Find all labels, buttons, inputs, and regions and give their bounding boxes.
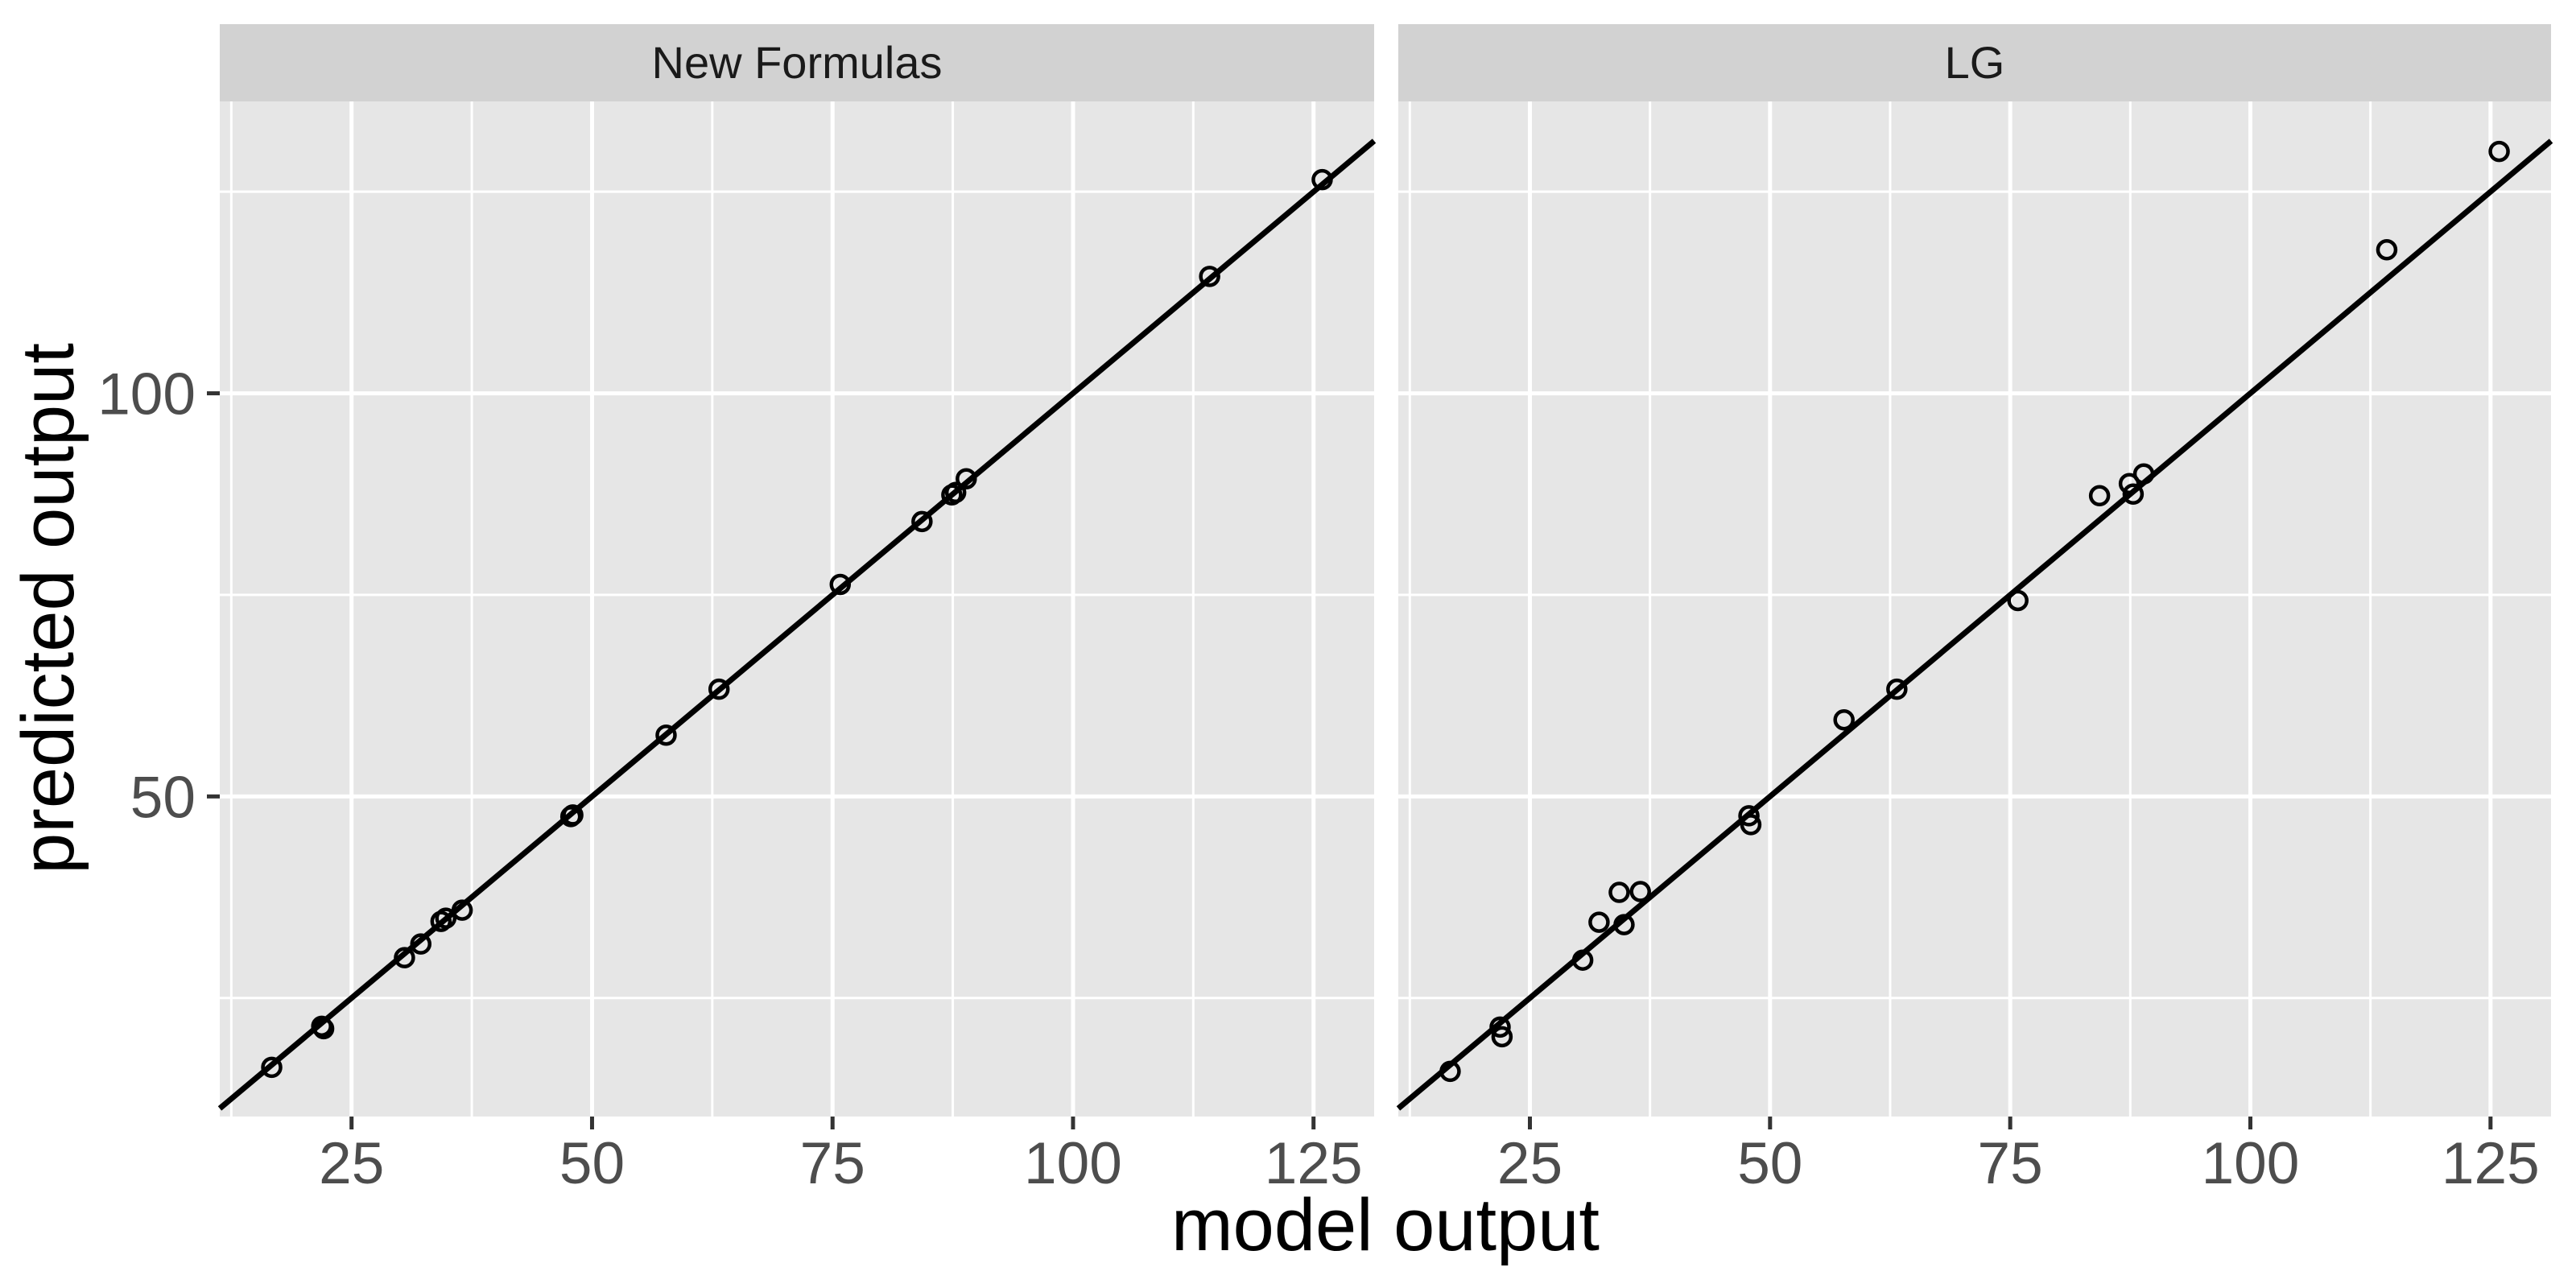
- data-point: [2376, 239, 2398, 261]
- data-point: [1629, 881, 1651, 902]
- data-point: [1311, 168, 1333, 191]
- y-axis-tick-label: 100: [97, 362, 196, 427]
- data-point: [944, 481, 967, 504]
- identity-line: [1396, 138, 2553, 1111]
- x-axis-tick-label: 50: [559, 1131, 625, 1196]
- x-axis-tick-label: 100: [2202, 1131, 2300, 1196]
- data-point: [1740, 814, 1762, 836]
- x-axis-tick-label: 25: [1497, 1131, 1563, 1196]
- x-axis-tick-label: 25: [319, 1131, 384, 1196]
- y-axis-tick-label: 50: [130, 765, 196, 830]
- data-point: [394, 947, 415, 968]
- data-point: [2132, 463, 2155, 485]
- data-point: [1199, 266, 1220, 287]
- data-point: [1833, 708, 1855, 731]
- data-point: [261, 1056, 283, 1079]
- facet-strip-lg: LG: [1398, 24, 2551, 101]
- data-point: [1571, 949, 1594, 971]
- data-point: [562, 804, 584, 826]
- data-point: [435, 907, 457, 929]
- data-point: [1588, 911, 1610, 933]
- x-axis-tick-label: 100: [1024, 1131, 1122, 1196]
- y-axis-title: predicted output: [7, 343, 89, 874]
- data-point: [451, 899, 473, 921]
- data-point: [2088, 485, 2111, 507]
- data-point: [1738, 805, 1760, 827]
- data-point: [655, 724, 677, 746]
- data-point: [956, 468, 977, 489]
- data-point: [1489, 1016, 1511, 1038]
- data-point: [829, 573, 852, 596]
- x-axis-tick-label: 50: [1737, 1131, 1802, 1196]
- data-point: [911, 510, 933, 533]
- data-point: [1886, 678, 1908, 700]
- x-axis-tick-label: 125: [2442, 1131, 2540, 1196]
- x-axis-tick-label: 125: [1265, 1131, 1363, 1196]
- data-point: [1608, 881, 1630, 903]
- data-point: [1613, 914, 1635, 935]
- data-point: [410, 933, 432, 955]
- facet-strip-label: New Formulas: [651, 37, 943, 88]
- data-point: [2007, 589, 2029, 612]
- data-point: [2118, 473, 2140, 495]
- x-axis-tick-label: 75: [800, 1131, 865, 1196]
- facet-strip-new-formulas: New Formulas: [220, 24, 1374, 101]
- data-point: [2122, 483, 2145, 506]
- data-point: [2488, 140, 2510, 163]
- data-point: [1491, 1026, 1513, 1048]
- x-axis-title: model output: [1171, 1184, 1600, 1266]
- data-point: [312, 1018, 335, 1040]
- data-point: [708, 678, 730, 700]
- data-point: [1439, 1060, 1461, 1083]
- facet-strip-label: LG: [1944, 37, 2005, 88]
- x-axis-tick-label: 75: [1978, 1131, 2043, 1196]
